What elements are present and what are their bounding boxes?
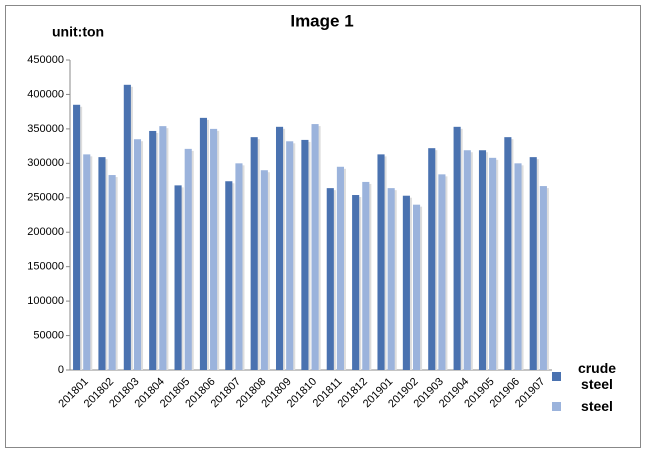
- bar: [311, 124, 319, 370]
- bar: [489, 157, 497, 370]
- bar: [98, 157, 106, 370]
- bar: [199, 117, 207, 370]
- bar: [250, 137, 258, 370]
- bar: [159, 126, 167, 370]
- bar: [83, 154, 91, 370]
- bar: [260, 170, 268, 370]
- bar: [326, 188, 334, 370]
- bar: [377, 154, 385, 370]
- bar: [362, 181, 370, 370]
- bar: [149, 130, 157, 370]
- bar: [352, 195, 360, 370]
- bar: [210, 128, 218, 370]
- y-tick-label: 0: [58, 364, 64, 376]
- legend-swatch: [552, 371, 561, 381]
- bar: [73, 104, 81, 371]
- y-tick-label: 350000: [27, 123, 64, 135]
- bar: [478, 150, 487, 370]
- chart-border: [5, 5, 641, 448]
- bar: [438, 174, 446, 370]
- bar: [529, 157, 537, 370]
- bar: [225, 181, 233, 370]
- bar: [133, 139, 142, 370]
- legend-item: steel: [552, 398, 625, 414]
- bar: [539, 186, 547, 370]
- legend-label: steel: [581, 398, 613, 414]
- y-tick-label: 200000: [27, 226, 64, 238]
- bar: [504, 137, 512, 370]
- chart-title: Image 1: [290, 11, 353, 30]
- bar: [402, 195, 410, 370]
- bar: [453, 126, 461, 370]
- bar: [428, 148, 436, 370]
- bar: [286, 141, 294, 370]
- y-axis-label: unit:ton: [52, 24, 104, 40]
- y-tick-label: 50000: [33, 329, 64, 341]
- bar: [336, 166, 344, 370]
- bar: [184, 148, 192, 370]
- bar: [387, 188, 395, 370]
- bar: [108, 175, 116, 370]
- bar: [514, 163, 522, 370]
- bar: [463, 150, 471, 370]
- y-tick-label: 250000: [27, 192, 64, 204]
- y-tick-label: 300000: [27, 157, 64, 169]
- y-tick-label: 100000: [27, 295, 64, 307]
- y-tick-label: 150000: [27, 261, 64, 273]
- legend-swatch: [552, 401, 561, 411]
- y-tick-label: 450000: [27, 54, 64, 66]
- bar: [123, 84, 131, 371]
- legend-label: crude steel: [577, 360, 617, 392]
- bar: [275, 126, 284, 370]
- bar: [174, 185, 182, 370]
- y-tick-label: 400000: [27, 88, 64, 100]
- bar: [235, 163, 243, 370]
- bar: [412, 204, 421, 370]
- bar: [301, 139, 309, 370]
- legend-item: crude steel: [552, 360, 625, 392]
